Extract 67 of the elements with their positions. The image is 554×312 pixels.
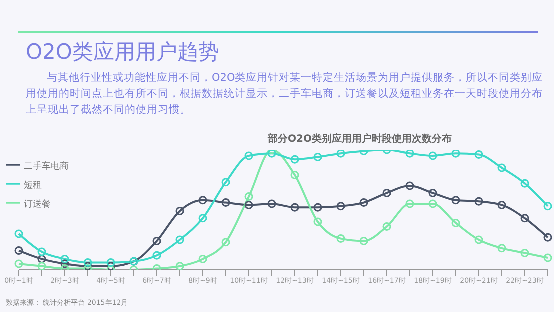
point xyxy=(198,196,208,205)
chart-title: O2O类应用用户趋势 xyxy=(26,39,220,66)
point xyxy=(474,150,484,160)
point xyxy=(336,150,346,158)
point xyxy=(176,236,184,244)
point xyxy=(244,192,254,202)
point xyxy=(38,262,46,270)
point xyxy=(406,200,414,208)
point xyxy=(314,152,322,162)
point xyxy=(406,182,414,190)
point xyxy=(452,218,460,228)
point xyxy=(14,230,24,238)
point xyxy=(244,200,254,210)
point xyxy=(544,202,552,211)
point xyxy=(290,203,300,212)
point xyxy=(106,258,116,268)
point xyxy=(498,244,506,253)
point xyxy=(336,234,346,244)
text: 部分O2O类别应用用户时段使用次数分布 xyxy=(266,132,453,146)
point xyxy=(428,152,438,160)
point xyxy=(452,196,460,205)
legend-label: 二手车电商 xyxy=(24,162,69,172)
point xyxy=(152,236,162,246)
point xyxy=(290,155,300,164)
point xyxy=(222,198,230,208)
point xyxy=(406,150,414,158)
legend-label: 订送餐 xyxy=(24,200,51,210)
point xyxy=(38,248,46,256)
point xyxy=(152,251,162,260)
point xyxy=(176,262,184,270)
point xyxy=(60,260,70,268)
legend-label: 短租 xyxy=(24,181,42,191)
point xyxy=(314,218,322,226)
point xyxy=(360,236,368,246)
point xyxy=(498,200,506,210)
point xyxy=(544,254,552,262)
point xyxy=(544,233,552,242)
point xyxy=(474,197,484,206)
point xyxy=(360,198,368,208)
point xyxy=(222,178,230,187)
point xyxy=(520,248,530,258)
point xyxy=(290,170,300,180)
point xyxy=(314,203,322,212)
point xyxy=(268,200,276,208)
point xyxy=(268,150,276,158)
chart-subtitle: 与其他行业性或功能性应用不同，O2O类应用针对某一特定生活场景为用户提供服务，所以不同类别应用使用的时间点上也有所不同，根据数据统计显示，二手车电商，订送餐以及短租业务在一天时段使用分布上呈现出了截然不同的使用习惯。 xyxy=(26,71,544,118)
point xyxy=(60,254,70,264)
point xyxy=(198,254,208,264)
point xyxy=(336,202,346,211)
point xyxy=(14,246,24,256)
point xyxy=(176,206,184,216)
point xyxy=(222,238,230,247)
point xyxy=(38,254,46,264)
point xyxy=(382,188,392,198)
point xyxy=(428,200,438,208)
point xyxy=(452,150,460,158)
point xyxy=(244,152,254,160)
point xyxy=(198,214,208,223)
point xyxy=(84,258,92,268)
point xyxy=(382,222,392,232)
point xyxy=(498,164,506,172)
point xyxy=(520,214,530,223)
point xyxy=(474,236,484,244)
point xyxy=(106,262,116,270)
point xyxy=(428,188,438,198)
point xyxy=(520,179,530,188)
point xyxy=(14,260,24,268)
